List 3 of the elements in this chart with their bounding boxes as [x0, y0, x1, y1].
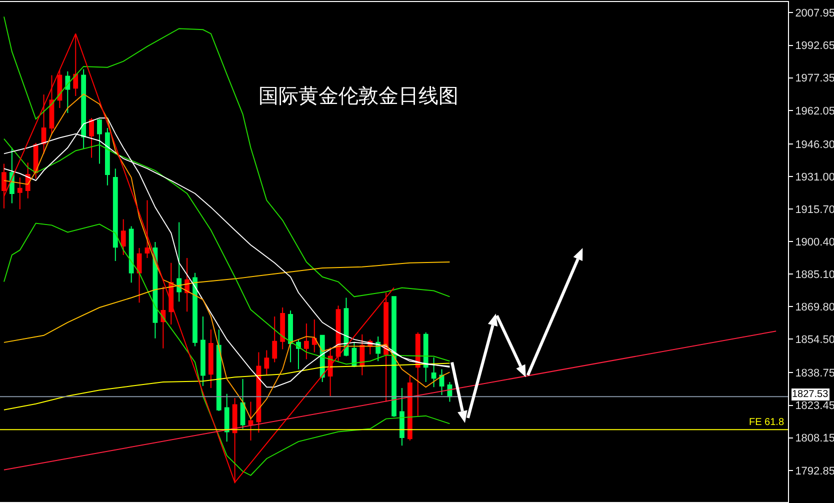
ref-line-label: 1827.53: [792, 389, 829, 400]
text: 国际黄金伦敦金日线图: [258, 84, 459, 108]
ref-line-label: FE 61.8: [749, 417, 784, 428]
